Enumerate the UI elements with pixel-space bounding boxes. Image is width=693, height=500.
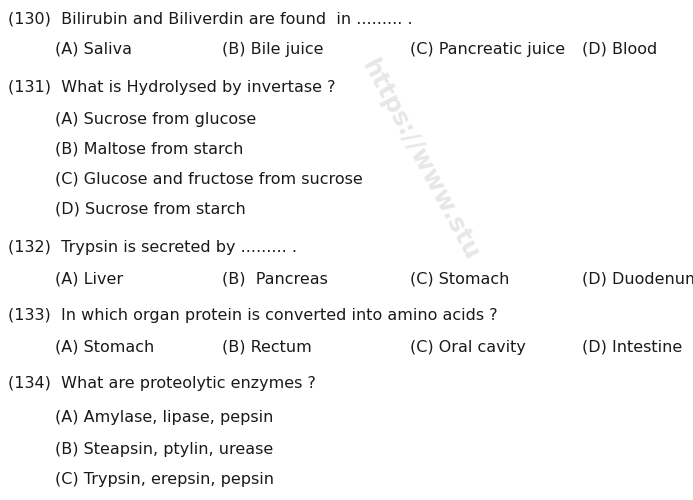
Text: (A) Liver: (A) Liver — [55, 272, 123, 287]
Text: (132)  Trypsin is secreted by ......... .: (132) Trypsin is secreted by ......... . — [8, 240, 297, 255]
Text: (B) Steapsin, ptylin, urease: (B) Steapsin, ptylin, urease — [55, 442, 273, 457]
Text: (A) Amylase, lipase, pepsin: (A) Amylase, lipase, pepsin — [55, 410, 273, 425]
Text: (A) Stomach: (A) Stomach — [55, 340, 155, 355]
Text: (134)  What are proteolytic enzymes ?: (134) What are proteolytic enzymes ? — [8, 376, 316, 391]
Text: (C) Glucose and fructose from sucrose: (C) Glucose and fructose from sucrose — [55, 172, 362, 187]
Text: (131)  What is Hydrolysed by invertase ?: (131) What is Hydrolysed by invertase ? — [8, 80, 335, 95]
Text: (C) Pancreatic juice: (C) Pancreatic juice — [410, 42, 565, 57]
Text: (B) Bile juice: (B) Bile juice — [222, 42, 324, 57]
Text: (C) Stomach: (C) Stomach — [410, 272, 509, 287]
Text: (A) Saliva: (A) Saliva — [55, 42, 132, 57]
Text: (133)  In which organ protein is converted into amino acids ?: (133) In which organ protein is converte… — [8, 308, 498, 323]
Text: (D) Intestine: (D) Intestine — [582, 340, 682, 355]
Text: (D) Duodenum: (D) Duodenum — [582, 272, 693, 287]
Text: (D) Blood: (D) Blood — [582, 42, 657, 57]
Text: https://www.stu: https://www.stu — [357, 56, 483, 264]
Text: (C) Trypsin, erepsin, pepsin: (C) Trypsin, erepsin, pepsin — [55, 472, 274, 487]
Text: (D) Sucrose from starch: (D) Sucrose from starch — [55, 202, 246, 217]
Text: (C) Oral cavity: (C) Oral cavity — [410, 340, 526, 355]
Text: (B)  Pancreas: (B) Pancreas — [222, 272, 328, 287]
Text: (130)  Bilirubin and Biliverdin are found  in ......... .: (130) Bilirubin and Biliverdin are found… — [8, 12, 412, 27]
Text: (B) Rectum: (B) Rectum — [222, 340, 312, 355]
Text: (A) Sucrose from glucose: (A) Sucrose from glucose — [55, 112, 256, 127]
Text: (B) Maltose from starch: (B) Maltose from starch — [55, 142, 243, 157]
